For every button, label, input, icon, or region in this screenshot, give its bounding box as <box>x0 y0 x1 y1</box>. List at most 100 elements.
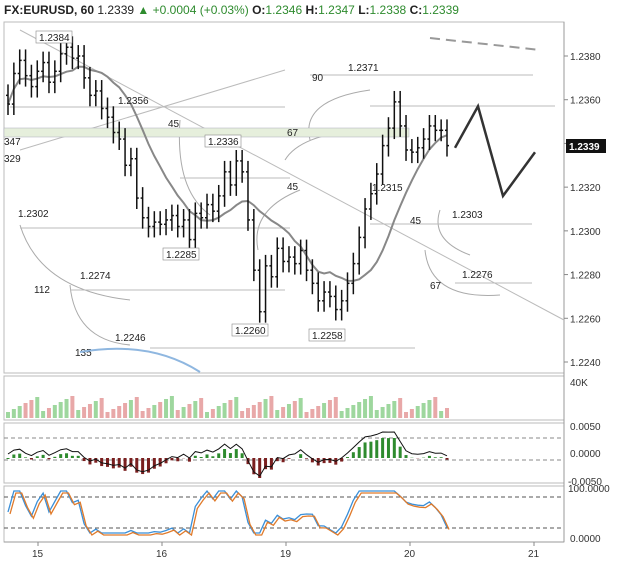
volume-bar <box>351 405 356 418</box>
macd-histogram-bar <box>228 453 232 458</box>
volume-bar <box>433 397 438 418</box>
volume-bar <box>23 403 28 418</box>
fib-arc <box>69 284 131 346</box>
volume-bar <box>82 407 87 418</box>
macd-histogram-bar <box>363 442 367 458</box>
volume-bar <box>134 397 139 418</box>
volume-bar <box>322 403 327 418</box>
macd-histogram-bar <box>117 458 121 468</box>
macd-histogram-bar <box>310 458 314 463</box>
macd-histogram-bar <box>345 457 349 458</box>
volume-bar <box>169 396 174 418</box>
volume-bar <box>158 402 163 418</box>
symbol-label: FX:EURUSD, 60 <box>4 3 95 17</box>
volume-bar <box>427 400 432 418</box>
volume-bar <box>363 399 368 418</box>
price-label: 1.2246 <box>115 333 146 344</box>
volume-bar <box>368 396 373 418</box>
macd-histogram-bar <box>439 457 443 458</box>
macd-histogram-bar <box>6 458 10 459</box>
volume-bar <box>310 409 315 418</box>
macd-histogram-bar <box>386 438 390 458</box>
volume-bar <box>357 402 362 418</box>
price-label: 1.2260 <box>235 326 266 337</box>
macd-histogram-bar <box>123 458 127 471</box>
fib-labels-group: 90 45 67 45 112 135 45 67 <box>34 73 442 359</box>
projection-zigzag <box>453 103 537 199</box>
macd-histogram-bar <box>170 458 174 461</box>
macd-histogram-bar <box>427 455 431 458</box>
macd-histogram-bar <box>211 456 215 458</box>
macd-histogram-bar <box>217 453 221 458</box>
trend-line <box>19 69 286 151</box>
volume-bar <box>286 404 291 418</box>
macd-pane[interactable] <box>3 422 565 484</box>
macd-histogram-bar <box>12 454 16 458</box>
price-tick-label: 1.2280 <box>570 271 601 282</box>
label-box <box>308 328 346 342</box>
macd-histogram-bar <box>223 449 227 458</box>
price-labels-group: 1.2384 1.2356 347 329 1.2302 1.2274 1.22… <box>4 30 493 344</box>
macd-histogram-bar <box>351 452 355 458</box>
high-label: H: <box>305 3 319 17</box>
trend-lines-group <box>10 29 565 349</box>
stoch-pane[interactable] <box>3 485 565 543</box>
macd-histogram-bar <box>176 458 180 462</box>
volume-bar <box>128 400 133 418</box>
volume-bar <box>52 405 57 418</box>
macd-histogram-bar <box>29 458 33 460</box>
macd-histogram-bar <box>275 458 279 462</box>
macd-axis-tick: 0.0050 <box>570 422 601 433</box>
dashed-trend-line <box>429 37 541 51</box>
macd-histogram-bar <box>240 453 244 458</box>
volume-bar <box>99 398 104 418</box>
volume-bar <box>35 397 40 418</box>
candles-group <box>6 36 449 323</box>
macd-histogram-bar <box>258 458 262 478</box>
volume-bar <box>64 399 69 418</box>
volume-bar <box>398 398 403 418</box>
macd-histogram-bar <box>269 458 273 470</box>
price-label: 1.2285 <box>166 250 197 261</box>
volume-bar <box>386 404 391 418</box>
volume-bar <box>327 400 332 418</box>
macd-histogram-bar <box>357 447 361 458</box>
time-tick-label: 19 <box>280 549 292 560</box>
price-tick-label: 1.2360 <box>570 96 601 107</box>
macd-histogram-bar <box>381 438 385 458</box>
price-label: 1.2276 <box>462 270 493 281</box>
macd-histogram-bar <box>24 457 28 458</box>
stoch-axis-tick: 0.0000 <box>570 534 601 545</box>
volume-bar <box>175 410 180 418</box>
macd-histogram-bar <box>328 458 332 463</box>
macd-histogram-bar <box>82 458 86 462</box>
volume-bars-group <box>6 396 449 418</box>
volume-bar <box>298 398 303 418</box>
volume-bar <box>333 397 338 418</box>
macd-histogram-bar <box>340 458 344 462</box>
price-label: 1.2384 <box>39 33 70 44</box>
volume-bar <box>304 412 309 418</box>
open-label: O: <box>252 3 266 17</box>
fib-label: 45 <box>168 119 180 130</box>
macd-histogram-bar <box>41 454 45 458</box>
volume-bar <box>240 411 245 418</box>
fib-arc <box>19 224 131 301</box>
low-label: L: <box>358 3 370 17</box>
price-tick-label: 1.2300 <box>570 227 601 238</box>
close-value: 1.2339 <box>422 3 459 17</box>
macd-histogram-group <box>6 438 449 478</box>
price-tick-label: 1.2260 <box>570 314 601 325</box>
volume-bar <box>210 409 215 418</box>
fib-label: 45 <box>410 216 422 227</box>
macd-histogram-bar <box>141 458 145 475</box>
macd-histogram-bar <box>199 457 203 458</box>
close-label: C: <box>409 3 423 17</box>
price-label: 1.2303 <box>452 210 483 221</box>
volume-bar <box>275 410 280 418</box>
volume-bar <box>193 401 198 418</box>
price-label: 1.2356 <box>118 96 149 107</box>
macd-histogram-bar <box>164 458 168 464</box>
price-label: 329 <box>4 154 21 165</box>
